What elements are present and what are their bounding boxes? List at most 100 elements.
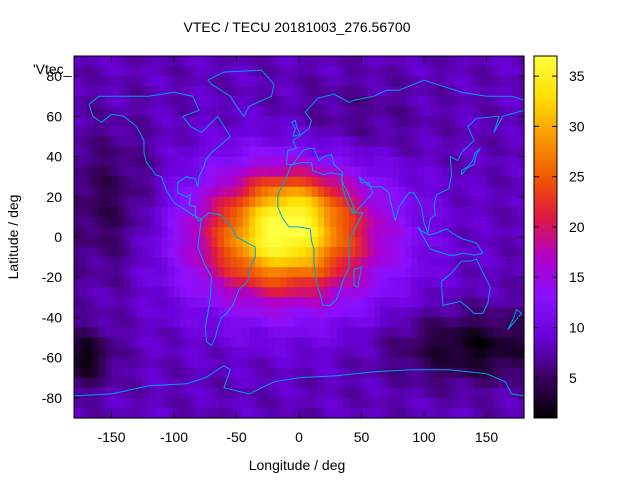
heatmap-cell: [292, 116, 300, 127]
heatmap-cell: [274, 277, 281, 288]
heatmap-cell: [474, 327, 481, 339]
heatmap-cell: [380, 297, 388, 308]
heatmap-cell: [311, 287, 319, 298]
heatmap-cell: [274, 146, 281, 158]
heatmap-cell: [361, 407, 369, 419]
heatmap-cell: [130, 146, 138, 158]
heatmap-cell: [399, 397, 406, 409]
heatmap-cell: [186, 257, 194, 268]
heatmap-cell: [305, 216, 313, 228]
heatmap-cell: [217, 367, 225, 379]
heatmap-cell: [186, 347, 194, 359]
heatmap-cell: [280, 116, 288, 127]
heatmap-cell: [242, 116, 250, 127]
heatmap-cell: [292, 307, 300, 319]
heatmap-cell: [492, 287, 500, 298]
heatmap-cell: [186, 106, 194, 117]
heatmap-cell: [292, 377, 300, 389]
heatmap-cell: [336, 407, 344, 419]
heatmap-cell: [92, 307, 100, 319]
heatmap-cell: [174, 287, 181, 298]
heatmap-cell: [117, 186, 125, 198]
heatmap-cell: [499, 337, 506, 349]
heatmap-cell: [367, 156, 375, 168]
heatmap-cell: [461, 196, 469, 208]
heatmap-cell: [286, 186, 294, 198]
heatmap-cell: [374, 287, 381, 298]
heatmap-cell: [480, 216, 488, 228]
heatmap-cell: [342, 337, 350, 349]
heatmap-cell: [142, 206, 150, 218]
heatmap-cell: [236, 226, 244, 238]
heatmap-cell: [436, 226, 444, 238]
heatmap-cell: [511, 317, 519, 329]
heatmap-cell: [186, 166, 194, 178]
heatmap-cell: [405, 186, 413, 198]
heatmap-cell: [86, 116, 94, 127]
heatmap-cell: [167, 287, 175, 298]
heatmap-cell: [349, 377, 356, 389]
heatmap-cell: [255, 357, 263, 369]
heatmap-cell: [142, 307, 150, 319]
heatmap-cell: [292, 247, 300, 258]
heatmap-cell: [192, 317, 200, 329]
heatmap-cell: [411, 407, 419, 419]
heatmap-cell: [380, 186, 388, 198]
heatmap-cell: [199, 267, 206, 278]
heatmap-cell: [349, 116, 356, 127]
heatmap-cell: [186, 86, 194, 97]
heatmap-cell: [274, 116, 281, 127]
heatmap-cell: [517, 267, 525, 278]
heatmap-cell: [424, 66, 431, 77]
heatmap-cell: [224, 156, 231, 168]
heatmap-cell: [142, 297, 150, 308]
heatmap-cell: [155, 66, 163, 77]
heatmap-cell: [367, 96, 375, 107]
heatmap-cell: [117, 96, 125, 107]
heatmap-cell: [186, 287, 194, 298]
heatmap-cell: [242, 196, 250, 208]
heatmap-cell: [455, 176, 463, 188]
heatmap-cell: [361, 337, 369, 349]
heatmap-cell: [236, 377, 244, 389]
heatmap-cell: [192, 407, 200, 419]
heatmap-cell: [280, 156, 288, 168]
heatmap-cell: [217, 327, 225, 339]
heatmap-cell: [249, 156, 256, 168]
heatmap-cell: [286, 146, 294, 158]
heatmap-cell: [261, 327, 269, 339]
heatmap-cell: [436, 156, 444, 168]
heatmap-cell: [436, 136, 444, 148]
heatmap-cell: [492, 66, 500, 77]
heatmap-cell: [386, 327, 394, 339]
heatmap-cell: [261, 196, 269, 208]
heatmap-cell: [324, 96, 331, 107]
heatmap-cell: [449, 407, 456, 419]
heatmap-cell: [392, 407, 400, 419]
heatmap-cell: [367, 86, 375, 97]
heatmap-cell: [336, 136, 344, 148]
heatmap-cell: [392, 297, 400, 308]
heatmap-cell: [474, 277, 481, 288]
heatmap-cell: [355, 267, 363, 278]
heatmap-cell: [130, 226, 138, 238]
heatmap-cell: [461, 126, 469, 138]
heatmap-cell: [492, 126, 500, 138]
heatmap-cell: [480, 76, 488, 87]
heatmap-cell: [324, 196, 331, 208]
heatmap-cell: [205, 176, 213, 188]
heatmap-cell: [74, 66, 81, 77]
heatmap-cell: [492, 327, 500, 339]
heatmap-cell: [74, 347, 81, 359]
heatmap-cell: [392, 357, 400, 369]
heatmap-cell: [111, 116, 119, 127]
heatmap-cell: [405, 156, 413, 168]
heatmap-cell: [124, 397, 131, 409]
heatmap-cell: [355, 337, 363, 349]
y-tick-label: 80: [46, 68, 62, 84]
heatmap-cell: [80, 327, 88, 339]
heatmap-cell: [180, 196, 188, 208]
heatmap-cell: [274, 206, 281, 218]
heatmap-cell: [280, 237, 288, 248]
heatmap-cell: [92, 216, 100, 228]
